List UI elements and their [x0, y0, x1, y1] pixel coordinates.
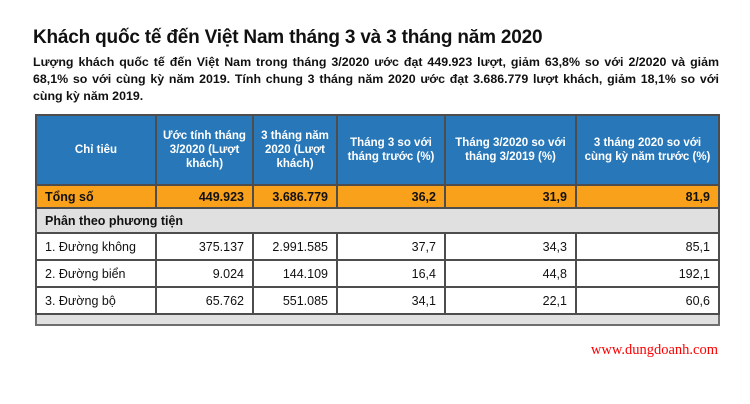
total-cell-value: 81,9: [575, 184, 720, 209]
empty-strip-cell: [35, 313, 720, 326]
website-link[interactable]: www.dungdoanh.com: [590, 342, 718, 358]
page-title: Khách quốc tế đến Việt Nam tháng 3 và 3 …: [33, 27, 543, 48]
cell-value: 9.024: [155, 259, 254, 288]
page: Khách quốc tế đến Việt Nam tháng 3 và 3 …: [33, 27, 720, 359]
total-cell-value: 449.923: [155, 184, 254, 209]
cell-value: 37,7: [336, 232, 446, 261]
cell-value: 65.762: [155, 286, 254, 315]
cell-value: 144.109: [252, 259, 338, 288]
cell-value: 192,1: [575, 259, 720, 288]
column-header-vs-cung-ky: 3 tháng 2020 so với cùng kỳ năm trước (%…: [575, 114, 720, 186]
cell-value: 375.137: [155, 232, 254, 261]
cell-value: 16,4: [336, 259, 446, 288]
total-cell-value: 3.686.779: [252, 184, 338, 209]
cell-value: 44,8: [444, 259, 577, 288]
cell-value: 551.085: [252, 286, 338, 315]
total-row-label: Tổng số: [35, 184, 157, 209]
row-label: 1. Đường không: [35, 232, 157, 261]
column-header-vs-thang-truoc: Tháng 3 so với tháng trước (%): [336, 114, 446, 186]
section-row: Phân theo phương tiện: [35, 207, 720, 234]
row-label: 2. Đường biển: [35, 259, 157, 288]
cell-value: 60,6: [575, 286, 720, 315]
row-label: 3. Đường bộ: [35, 286, 157, 315]
website-link-container: www.dungdoanh.com: [33, 342, 718, 359]
cell-value: 22,1: [444, 286, 577, 315]
table-row-duong-bo: 3. Đường bộ 65.762 551.085 34,1 22,1 60,…: [35, 286, 720, 315]
table-footer-strip: [35, 313, 720, 326]
column-header-vs-thang-3-2019: Tháng 3/2020 so với tháng 3/2019 (%): [444, 114, 577, 186]
cell-value: 34,1: [336, 286, 446, 315]
cell-value: 34,3: [444, 232, 577, 261]
table-row-duong-khong: 1. Đường không 375.137 2.991.585 37,7 34…: [35, 232, 720, 261]
total-cell-value: 36,2: [336, 184, 446, 209]
section-row-label: Phân theo phương tiện: [35, 207, 720, 234]
cell-value: 85,1: [575, 232, 720, 261]
total-row: Tổng số 449.923 3.686.779 36,2 31,9 81,9: [35, 184, 720, 209]
table-row-duong-bien: 2. Đường biển 9.024 144.109 16,4 44,8 19…: [35, 259, 720, 288]
cell-value: 2.991.585: [252, 232, 338, 261]
summary-text: Lượng khách quốc tế đến Việt Nam trong t…: [33, 55, 719, 103]
column-header-chi-tieu: Chỉ tiêu: [35, 114, 157, 186]
column-header-uoc-tinh-thang-3: Ước tính tháng 3/2020 (Lượt khách): [155, 114, 254, 186]
total-cell-value: 31,9: [444, 184, 577, 209]
table-header: Chỉ tiêu Ước tính tháng 3/2020 (Lượt khá…: [35, 114, 720, 186]
column-header-3-thang-2020: 3 tháng năm 2020 (Lượt khách): [252, 114, 338, 186]
visitors-table: Chỉ tiêu Ước tính tháng 3/2020 (Lượt khá…: [35, 114, 720, 326]
